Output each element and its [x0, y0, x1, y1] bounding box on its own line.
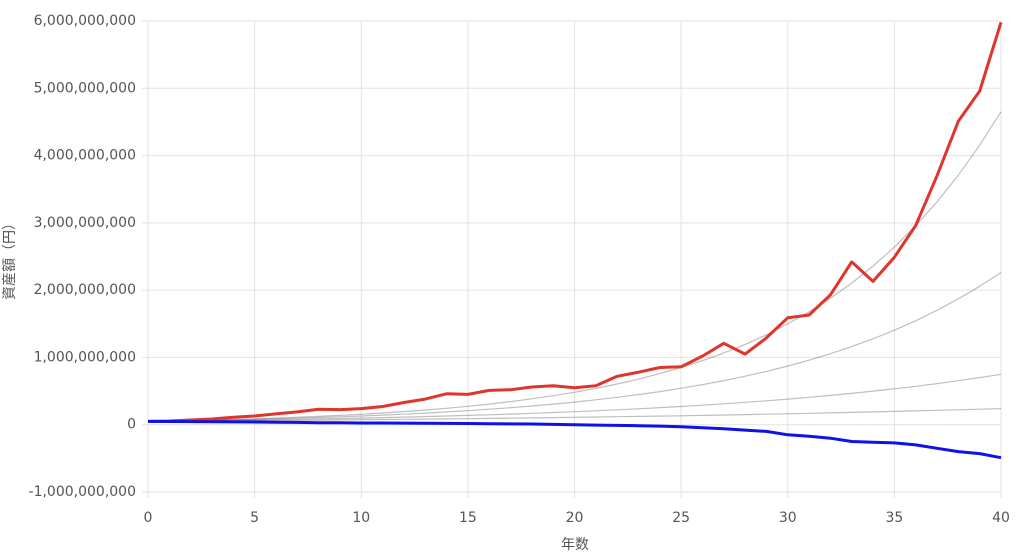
series-line — [147, 419, 1002, 460]
x-tick-label: 30 — [779, 510, 797, 526]
series-line — [147, 408, 1002, 422]
y-tick-label: 1,000,000,000 — [34, 349, 136, 365]
x-tick-label: 15 — [459, 510, 477, 526]
x-tick-label: 10 — [352, 510, 370, 526]
y-tick-label: 3,000,000,000 — [34, 215, 136, 231]
x-tick-label: 35 — [885, 510, 903, 526]
y-tick-label: 6,000,000,000 — [34, 13, 136, 29]
x-axis-label: 年数 — [561, 537, 589, 553]
y-axis-label: 資産額（円） — [2, 216, 18, 300]
series-line — [147, 373, 1002, 422]
x-tick-label: 5 — [250, 510, 259, 526]
y-tick-label: 2,000,000,000 — [34, 282, 136, 298]
series-line — [147, 271, 1002, 422]
y-tick-label: 0 — [127, 417, 136, 433]
y-tick-label: -1,000,000,000 — [29, 484, 136, 500]
series-line — [147, 111, 1002, 422]
x-tick-label: 40 — [992, 510, 1010, 526]
x-tick-label: 20 — [566, 510, 584, 526]
series-line — [147, 21, 1003, 423]
y-tick-label: 5,000,000,000 — [34, 80, 136, 96]
y-tick-label: 4,000,000,000 — [34, 148, 136, 164]
x-tick-label: 25 — [672, 510, 690, 526]
x-tick-label: 0 — [144, 510, 153, 526]
